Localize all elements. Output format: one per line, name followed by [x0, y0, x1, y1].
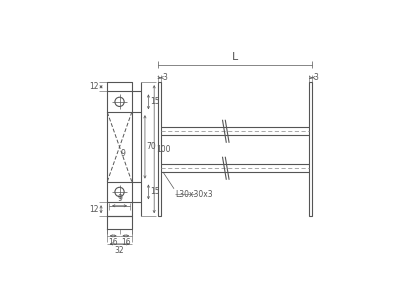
Text: 3: 3: [162, 73, 167, 82]
Text: 16: 16: [121, 238, 131, 247]
Text: 15: 15: [150, 97, 160, 106]
Text: 12: 12: [89, 82, 98, 91]
Text: 9: 9: [121, 149, 126, 158]
Text: 70: 70: [146, 142, 156, 152]
Text: 15: 15: [150, 188, 160, 196]
Text: L30x30x3: L30x30x3: [175, 190, 212, 199]
Text: 32: 32: [115, 246, 124, 255]
Bar: [309, 82, 312, 216]
Text: 16: 16: [108, 238, 118, 247]
Bar: [158, 82, 161, 216]
Text: 3: 3: [314, 73, 318, 82]
Text: 100: 100: [156, 145, 170, 154]
Text: 9: 9: [117, 194, 122, 203]
Text: 12: 12: [89, 205, 98, 214]
Text: L: L: [232, 52, 238, 62]
